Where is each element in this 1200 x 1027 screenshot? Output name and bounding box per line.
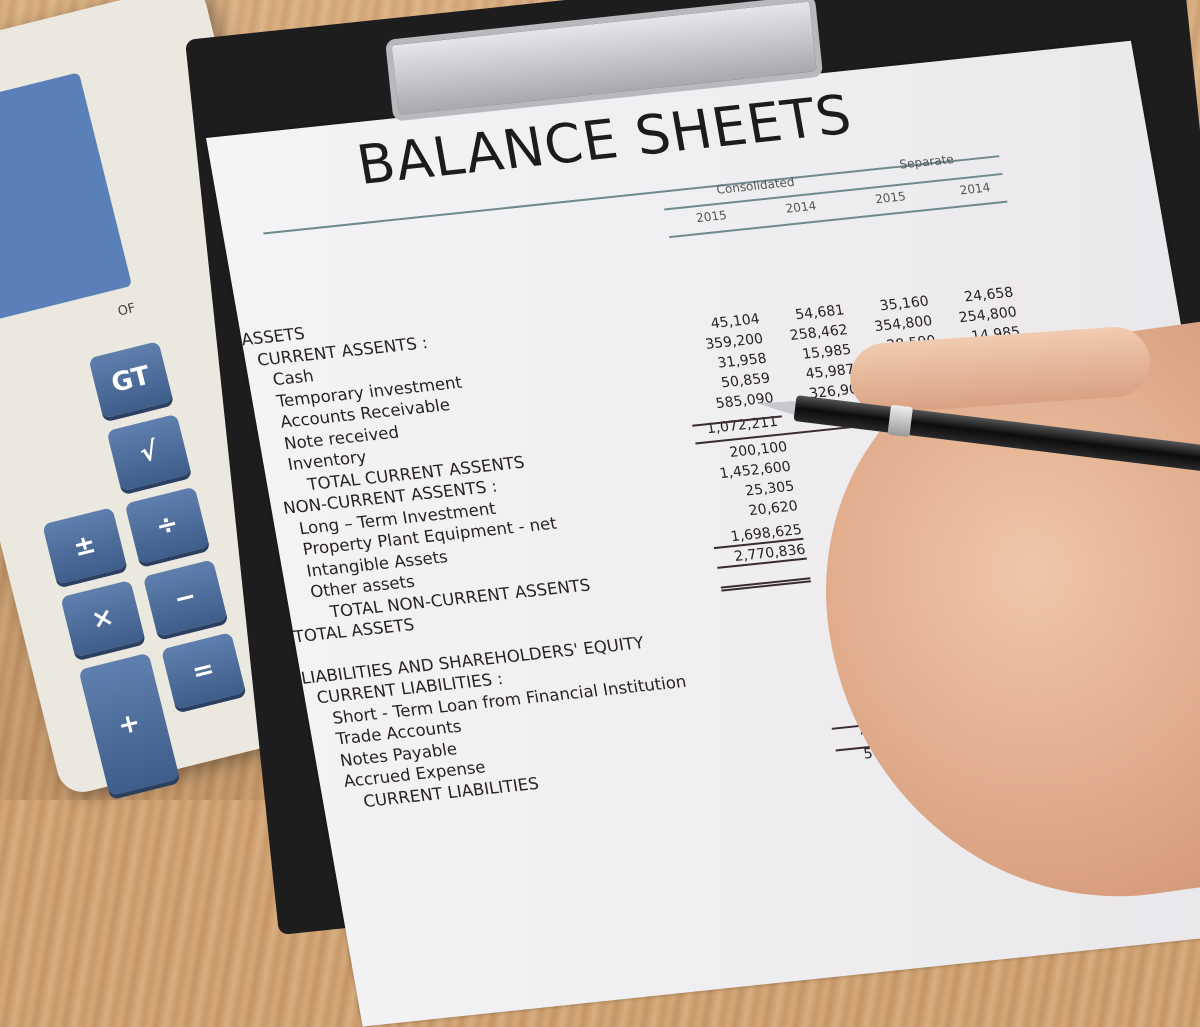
gt-key[interactable]: GT <box>88 341 174 419</box>
plus-key[interactable]: + <box>78 652 180 797</box>
equals-key[interactable]: = <box>160 632 246 710</box>
pen-ring <box>887 404 913 438</box>
year-2014-consolidated: 2014 <box>784 198 818 216</box>
minus-key[interactable]: − <box>142 559 228 637</box>
multiply-key[interactable]: × <box>60 579 146 658</box>
header-consolidated: Consolidated <box>715 174 796 197</box>
row-label: TOTAL ASSETS <box>292 615 416 647</box>
calculator-display <box>0 72 133 323</box>
plus-minus-key[interactable]: ± <box>42 507 128 585</box>
row-label: Cash <box>271 366 316 390</box>
header-rule <box>664 172 1003 210</box>
sqrt-key[interactable]: √ <box>106 413 192 492</box>
calculator-label: OF <box>116 300 138 320</box>
header-separate: Separate <box>898 152 955 172</box>
year-2015-separate: 2015 <box>874 189 907 207</box>
year-2014-separate: 2014 <box>958 180 992 198</box>
divide-key[interactable]: ÷ <box>124 486 210 565</box>
year-2015-consolidated: 2015 <box>695 208 728 226</box>
